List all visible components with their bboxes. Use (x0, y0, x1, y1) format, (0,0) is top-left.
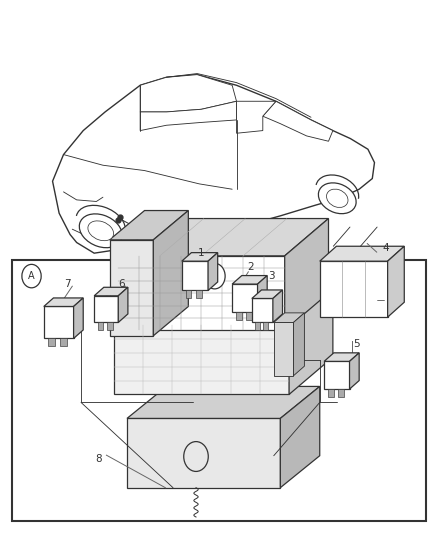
Polygon shape (252, 290, 283, 298)
Ellipse shape (318, 183, 356, 214)
Polygon shape (118, 256, 285, 330)
Text: A: A (211, 271, 218, 281)
Polygon shape (274, 322, 293, 376)
Text: 2: 2 (247, 262, 254, 271)
Polygon shape (182, 253, 218, 261)
Circle shape (22, 264, 41, 288)
Text: 5: 5 (353, 339, 360, 349)
Polygon shape (232, 276, 267, 284)
Polygon shape (44, 298, 83, 306)
Polygon shape (114, 288, 333, 325)
Polygon shape (350, 353, 359, 389)
Ellipse shape (79, 214, 122, 248)
Bar (338, 389, 344, 397)
Circle shape (204, 263, 225, 289)
Polygon shape (114, 325, 289, 394)
Bar (246, 312, 252, 320)
Bar (328, 389, 333, 397)
Polygon shape (127, 418, 280, 488)
Polygon shape (289, 288, 333, 394)
Bar (98, 322, 103, 330)
Polygon shape (274, 313, 304, 322)
Polygon shape (118, 219, 328, 256)
Bar (255, 322, 260, 330)
Polygon shape (44, 306, 74, 338)
Bar (48, 338, 55, 346)
Polygon shape (232, 284, 258, 312)
Polygon shape (237, 101, 276, 133)
Bar (60, 338, 67, 346)
Ellipse shape (326, 189, 348, 207)
Bar (186, 290, 191, 298)
Polygon shape (94, 287, 128, 296)
Polygon shape (252, 298, 273, 322)
Polygon shape (74, 298, 83, 338)
Polygon shape (324, 361, 350, 389)
Polygon shape (110, 240, 153, 336)
Polygon shape (140, 75, 237, 112)
Polygon shape (280, 386, 320, 488)
Bar (196, 290, 202, 298)
Polygon shape (263, 101, 333, 141)
Polygon shape (182, 261, 208, 290)
Polygon shape (94, 296, 118, 322)
Text: 3: 3 (268, 271, 275, 281)
Polygon shape (118, 287, 128, 322)
Polygon shape (258, 276, 267, 312)
Polygon shape (320, 246, 404, 261)
Text: 1: 1 (198, 248, 205, 258)
Text: A: A (28, 271, 35, 281)
Polygon shape (53, 75, 374, 253)
Polygon shape (208, 253, 218, 290)
Bar (263, 322, 268, 330)
Polygon shape (110, 211, 188, 240)
Polygon shape (127, 386, 320, 418)
Polygon shape (273, 290, 283, 322)
Bar (12, 260, 426, 521)
Polygon shape (140, 101, 237, 131)
Text: 4: 4 (382, 243, 389, 253)
Polygon shape (285, 219, 328, 330)
Bar (236, 312, 241, 320)
Ellipse shape (88, 221, 113, 241)
Text: 8: 8 (95, 455, 102, 464)
Polygon shape (153, 211, 188, 336)
Polygon shape (320, 261, 388, 317)
Polygon shape (293, 313, 304, 376)
Bar (107, 322, 113, 330)
Text: 6: 6 (118, 279, 125, 288)
Polygon shape (324, 353, 359, 361)
Polygon shape (388, 246, 404, 317)
Text: 7: 7 (64, 279, 71, 288)
